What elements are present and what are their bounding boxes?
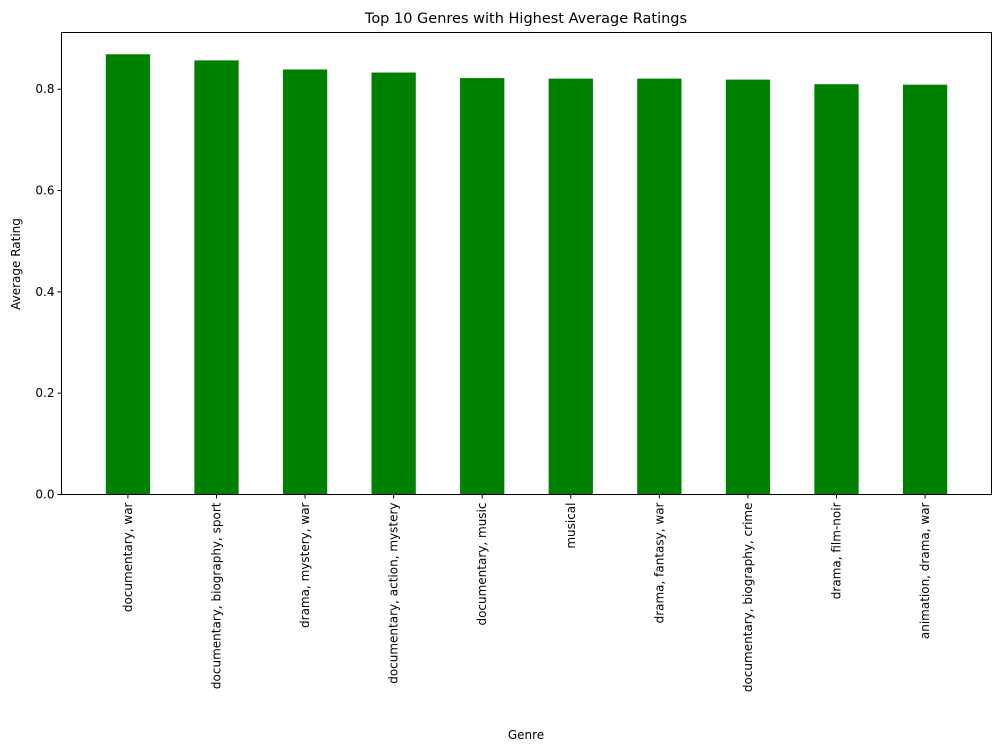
chart-title: Top 10 Genres with Highest Average Ratin… bbox=[364, 11, 687, 27]
bar bbox=[902, 84, 948, 495]
y-tick-label: 0.0 bbox=[35, 488, 54, 502]
bar bbox=[460, 78, 505, 495]
y-axis-label: Average Rating bbox=[9, 218, 23, 310]
bar bbox=[548, 78, 593, 495]
x-axis-label: Genre bbox=[508, 728, 544, 742]
x-tick-label: drama, fantasy, war bbox=[652, 502, 666, 623]
bars-group bbox=[105, 54, 948, 495]
bar bbox=[282, 69, 328, 495]
bar bbox=[814, 84, 859, 495]
x-tick-label: musical bbox=[564, 503, 578, 549]
x-tick-label: animation, drama, war bbox=[918, 502, 932, 639]
x-tick-label: documentary, music bbox=[475, 503, 489, 626]
y-tick-label: 0.6 bbox=[35, 184, 54, 198]
y-tick-label: 0.8 bbox=[35, 82, 54, 96]
x-tick-label: documentary, biography, crime bbox=[741, 503, 755, 693]
y-tick-label: 0.4 bbox=[35, 285, 54, 299]
x-tick-label: documentary, action, mystery bbox=[387, 503, 401, 684]
x-axis-ticks: documentary, war documentary, biography, … bbox=[121, 494, 932, 693]
bar bbox=[371, 72, 416, 495]
y-tick-label: 0.2 bbox=[35, 386, 54, 400]
x-tick-label: documentary, biography, sport bbox=[210, 502, 224, 689]
y-axis-ticks: 0.0 0.2 0.4 0.6 0.8 bbox=[35, 82, 62, 502]
x-tick-label: drama, mystery, war bbox=[298, 502, 312, 628]
plot-area-frame bbox=[61, 32, 992, 495]
bar bbox=[105, 54, 151, 495]
x-tick-label: drama, film-noir bbox=[830, 502, 844, 599]
bar bbox=[194, 60, 239, 495]
x-tick-label: documentary, war bbox=[121, 502, 135, 612]
bar bbox=[725, 79, 771, 495]
bar bbox=[637, 78, 682, 495]
